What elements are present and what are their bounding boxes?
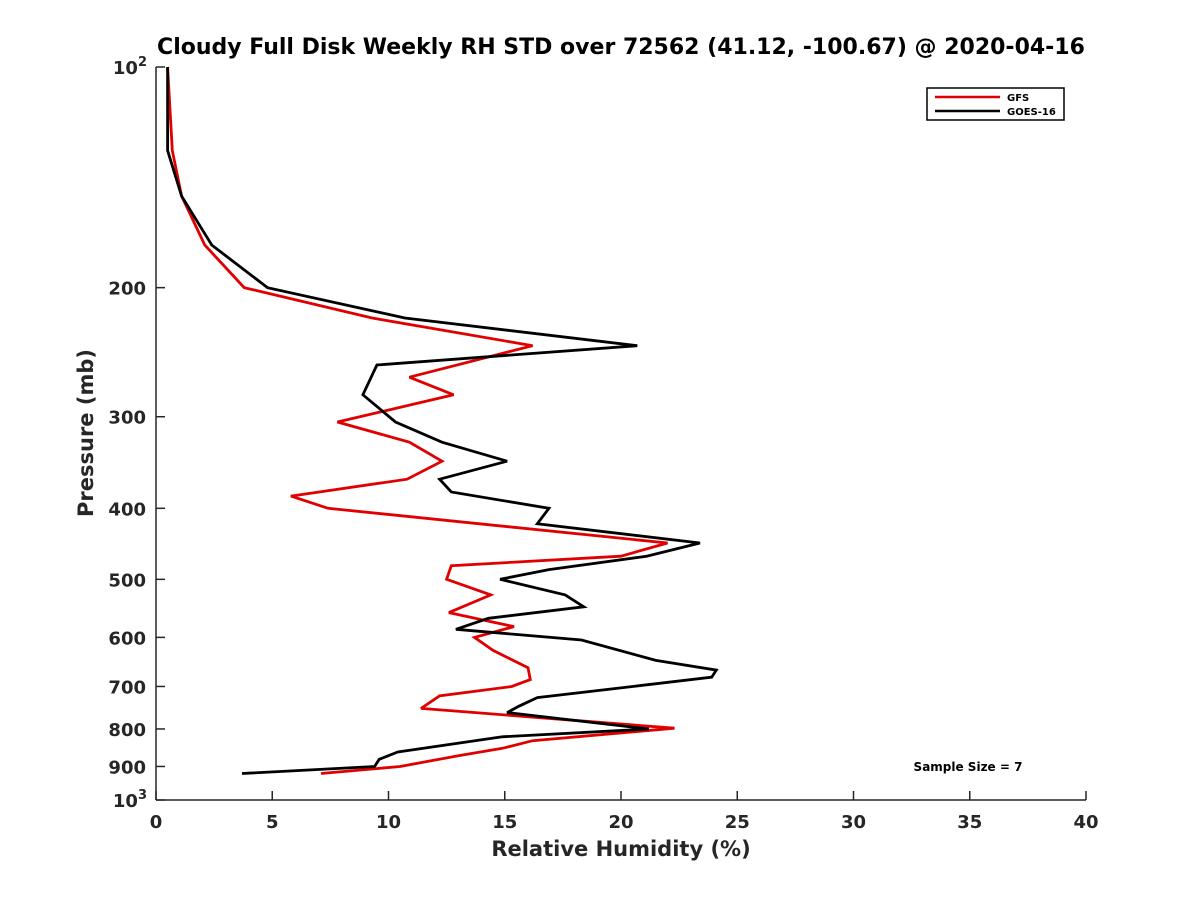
x-tick-label: 25: [725, 812, 750, 833]
plot-background: [156, 67, 1086, 800]
y-axis-ticks: 102 200 300 400 500 600 700 800 900 103: [108, 55, 165, 812]
legend-box: [926, 87, 1065, 121]
x-tick-label: 15: [492, 812, 517, 833]
x-tick-label: 35: [957, 812, 982, 833]
x-tick-label: 5: [266, 812, 279, 833]
y-tick-label: 400: [108, 499, 146, 520]
y-tick-label: 700: [108, 677, 146, 698]
y-tick-label: 300: [108, 408, 146, 429]
legend: GFS GOES-16: [926, 87, 1065, 121]
series-line-gfs: [166, 66, 675, 775]
x-axis-ticks: 0 5 10 15 20 25 30 35 40: [150, 791, 1099, 833]
y-tick-label: 102: [113, 55, 147, 79]
y-tick-label: 900: [108, 757, 146, 778]
y-tick-label: 200: [108, 279, 146, 300]
plot-area: [155, 66, 1086, 801]
x-tick-label: 40: [1073, 812, 1098, 833]
x-tick-label: 0: [150, 812, 163, 833]
x-tick-label: 10: [376, 812, 401, 833]
y-axis-label: Pressure (mb): [74, 349, 98, 517]
legend-label-goes16: GOES-16: [1007, 107, 1056, 118]
chart-title: Cloudy Full Disk Weekly RH STD over 7256…: [157, 35, 1085, 60]
y-tick-label: 500: [108, 570, 146, 591]
x-tick-label: 20: [608, 812, 633, 833]
y-tick-label: 103: [113, 788, 147, 812]
series-line-goes16: [166, 67, 719, 775]
legend-label-gfs: GFS: [1007, 93, 1029, 104]
sample-size-annotation: Sample Size = 7: [914, 760, 1023, 774]
x-tick-label: 30: [841, 812, 866, 833]
x-axis-label: Relative Humidity (%): [491, 837, 750, 861]
y-tick-label: 600: [108, 628, 146, 649]
series-layer: [166, 66, 719, 775]
y-tick-label: 800: [108, 720, 146, 741]
